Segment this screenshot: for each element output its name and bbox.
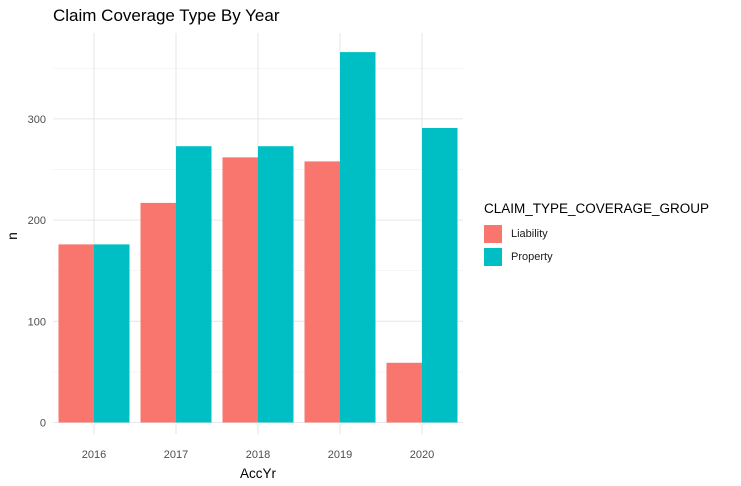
legend-key-liability xyxy=(484,224,502,243)
bars xyxy=(58,52,458,423)
legend-item-liability: Liability xyxy=(484,222,709,245)
bar-property-2018 xyxy=(258,146,294,423)
y-tick-label: 200 xyxy=(28,215,46,227)
bar-property-2017 xyxy=(176,146,212,423)
bar-property-2020 xyxy=(422,128,458,423)
x-tick-label: 2017 xyxy=(164,449,188,461)
legend-label-liability: Liability xyxy=(511,227,548,240)
bar-liability-2018 xyxy=(222,157,258,423)
bar-liability-2017 xyxy=(140,202,176,423)
legend-key-property xyxy=(484,247,502,266)
legend: CLAIM_TYPE_COVERAGE_GROUP Liability Prop… xyxy=(484,201,709,268)
legend-item-property: Property xyxy=(484,245,709,268)
x-tick-label: 2016 xyxy=(82,449,106,461)
y-axis-ticks: 0 100 200 300 xyxy=(28,114,46,430)
bar-liability-2020 xyxy=(386,362,422,423)
legend-label-property: Property xyxy=(511,250,553,263)
bar-property-2019 xyxy=(340,52,376,423)
x-tick-label: 2018 xyxy=(246,449,270,461)
y-axis-title: n xyxy=(5,232,20,240)
y-tick-label: 100 xyxy=(28,316,46,328)
x-axis-title: AccYr xyxy=(240,466,277,481)
bar-property-2016 xyxy=(94,244,130,423)
legend-title: CLAIM_TYPE_COVERAGE_GROUP xyxy=(484,201,710,216)
y-tick-label: 0 xyxy=(40,418,46,430)
x-axis-ticks: 2016 2017 2018 2019 2020 xyxy=(82,449,434,461)
bar-liability-2019 xyxy=(304,161,340,423)
x-tick-label: 2020 xyxy=(410,449,434,461)
chart-title: Claim Coverage Type By Year xyxy=(53,6,280,25)
x-tick-label: 2019 xyxy=(328,449,352,461)
bar-liability-2016 xyxy=(58,244,94,423)
y-tick-label: 300 xyxy=(28,114,46,126)
